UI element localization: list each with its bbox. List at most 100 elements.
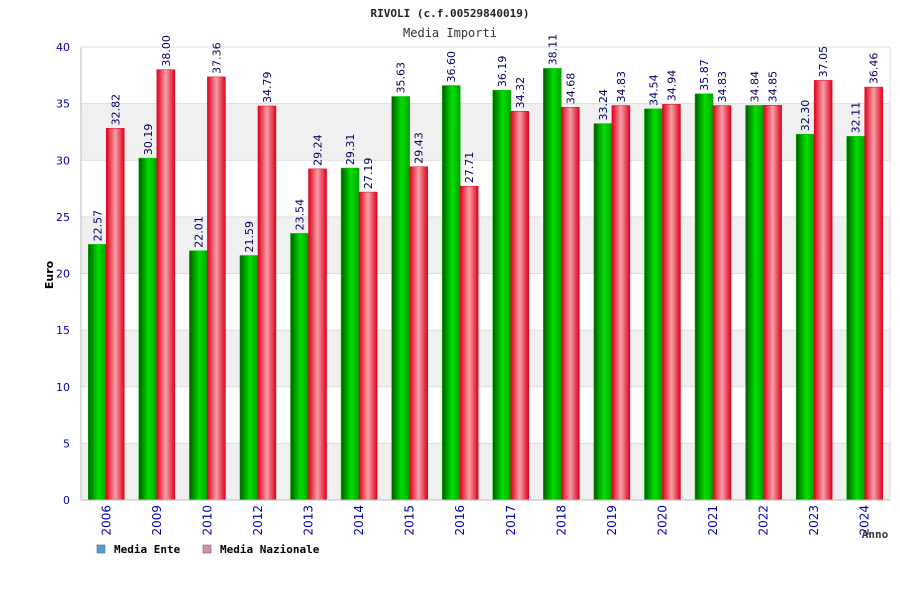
data-label-media-nazionale-2024: 36.46 [868,53,881,85]
bar-media-nazionale-2020 [662,104,681,501]
bar-media-nazionale-2014 [358,191,378,501]
data-label-media-nazionale-2015: 29.43 [413,132,426,164]
data-label-media-ente-2014: 29.31 [344,134,357,166]
data-label-media-nazionale-2019: 34.83 [615,71,628,103]
bar-media-ente-2006 [88,244,107,501]
data-label-media-ente-2023: 32.30 [799,100,812,132]
y-axis-label: Euro [43,260,56,289]
y-tick-label: 10 [56,381,70,394]
bars [88,68,883,501]
legend-label-media-nazionale: Media Nazionale [220,543,320,556]
x-tick-label: 2010 [200,505,214,536]
data-label-media-ente-2017: 36.19 [496,56,509,88]
y-tick-label: 30 [56,154,70,167]
data-label-media-ente-2022: 34.84 [749,71,762,103]
bar-media-nazionale-2012 [257,105,277,501]
data-label-media-ente-2010: 22.01 [192,216,205,248]
bar-media-nazionale-2023 [813,80,833,501]
data-label-media-ente-2012: 21.59 [243,221,256,253]
data-label-media-ente-2024: 32.11 [850,102,863,134]
x-tick-label: 2012 [251,505,265,536]
x-axis-label: Anno [862,528,889,541]
bar-media-ente-2009 [138,157,158,501]
y-axis: 0 5 10 15 20 25 30 35 40 [56,41,82,507]
y-tick-label: 15 [56,324,70,337]
bar-media-nazionale-2024 [864,86,883,501]
y-tick-label: 0 [63,494,70,507]
x-tick-label: 2016 [453,505,467,536]
data-label-media-nazionale-2020: 34.94 [665,70,678,102]
bar-media-nazionale-2010 [207,76,226,501]
bar-media-ente-2014 [340,167,360,501]
data-label-media-nazionale-2021: 34.83 [716,71,729,103]
chart-title: Media Importi [403,26,497,40]
y-tick-label: 25 [56,211,70,224]
bar-media-ente-2020 [644,108,663,501]
bar-media-nazionale-2013 [308,168,327,501]
bar-media-nazionale-2006 [106,128,125,501]
page-title: RIVOLI (c.f.00529840019) [371,7,530,20]
bar-media-ente-2016 [441,85,461,501]
data-label-media-nazionale-2014: 27.19 [362,158,375,190]
data-label-media-ente-2019: 33.24 [597,89,610,121]
bar-media-nazionale-2022 [763,105,782,501]
x-axis: 2006 2009 2010 2012 2013 2014 2015 2016 2017 2018… [81,47,891,536]
bar-media-ente-2021 [694,93,714,501]
data-label-media-nazionale-2017: 34.32 [514,77,527,109]
x-tick-label: 2018 [554,505,568,536]
data-label-media-ente-2015: 35.63 [395,62,408,94]
bar-media-ente-2018 [543,68,562,501]
data-label-media-nazionale-2010: 37.36 [210,42,223,74]
data-label-media-nazionale-2022: 34.85 [767,71,780,103]
data-label-media-nazionale-2006: 32.82 [109,94,122,126]
bar-media-ente-2017 [492,89,512,501]
bar-media-nazionale-2017 [510,111,530,501]
legend-swatch-media-ente [96,544,106,554]
data-label-media-nazionale-2016: 27.71 [463,152,476,184]
data-label-media-nazionale-2012: 34.79 [261,72,274,104]
x-tick-label: 2009 [150,505,164,536]
data-label-media-ente-2006: 22.57 [91,210,104,242]
bar-media-nazionale-2016 [459,185,479,501]
x-tick-label: 2017 [504,505,518,536]
bar-media-ente-2019 [593,123,613,501]
data-label-media-ente-2013: 23.54 [294,199,307,231]
x-tick-label: 2019 [605,505,619,536]
bar-media-nazionale-2019 [611,105,631,501]
bar-media-nazionale-2015 [409,166,428,501]
bar-media-nazionale-2018 [561,106,580,501]
data-label-media-ente-2020: 34.54 [647,74,660,106]
y-tick-label: 20 [56,268,70,281]
y-tick-label: 40 [56,41,70,54]
bar-media-nazionale-2009 [156,69,176,501]
data-label-media-nazionale-2009: 38.00 [160,35,173,67]
data-label-media-ente-2016: 36.60 [445,51,458,83]
x-tick-label: 2021 [706,505,720,536]
y-tick-label: 35 [56,98,70,111]
bar-media-ente-2023 [795,133,815,501]
y-tick-label: 5 [63,437,70,450]
bar-media-ente-2015 [391,96,410,501]
legend: Media Ente Media Nazionale [96,543,320,556]
x-tick-label: 2006 [99,505,113,536]
data-labels: 22.57 32.82 30.19 38.00 22.01 37.36 21.59 34.79… [91,34,880,253]
x-tick-label: 2015 [403,505,417,536]
bar-media-nazionale-2021 [712,105,732,501]
x-tick-label: 2022 [757,505,771,536]
x-tick-label: 2013 [302,505,316,536]
bar-media-ente-2010 [189,250,208,501]
bar-media-ente-2022 [745,105,764,501]
bar-media-ente-2012 [239,255,259,501]
data-label-media-ente-2018: 38.11 [546,34,559,66]
data-label-media-nazionale-2018: 34.68 [564,73,577,105]
bar-media-ente-2013 [290,233,309,501]
x-tick-label: 2024 [858,505,872,536]
legend-label-media-ente: Media Ente [114,543,181,556]
bar-media-ente-2024 [846,136,865,501]
data-label-media-nazionale-2023: 37.05 [817,46,830,78]
x-tick-label: 2014 [352,505,366,536]
data-label-media-ente-2021: 35.87 [698,59,711,91]
data-label-media-ente-2009: 30.19 [142,124,155,156]
legend-swatch-media-nazionale [202,544,212,554]
